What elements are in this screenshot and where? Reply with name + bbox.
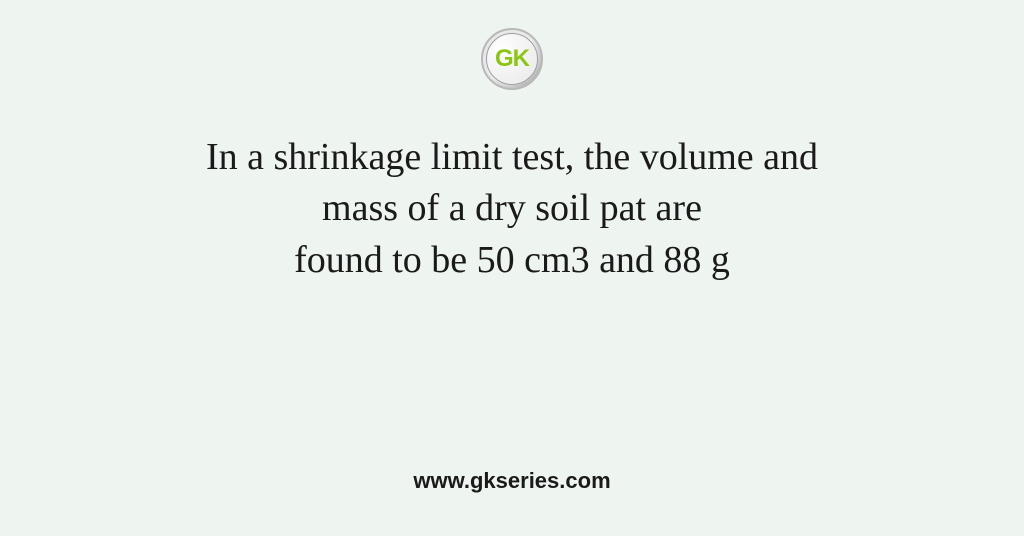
question-text: In a shrinkage limit test, the volume an… bbox=[146, 132, 878, 286]
text-line-2: mass of a dry soil pat are bbox=[206, 183, 818, 234]
text-line-1: In a shrinkage limit test, the volume an… bbox=[206, 132, 818, 183]
logo-inner-circle: GK bbox=[486, 33, 538, 85]
text-line-3: found to be 50 cm3 and 88 g bbox=[206, 235, 818, 286]
logo-outer-ring: GK bbox=[481, 28, 543, 90]
website-url: www.gkseries.com bbox=[413, 468, 610, 494]
logo-text: GK bbox=[495, 45, 529, 73]
